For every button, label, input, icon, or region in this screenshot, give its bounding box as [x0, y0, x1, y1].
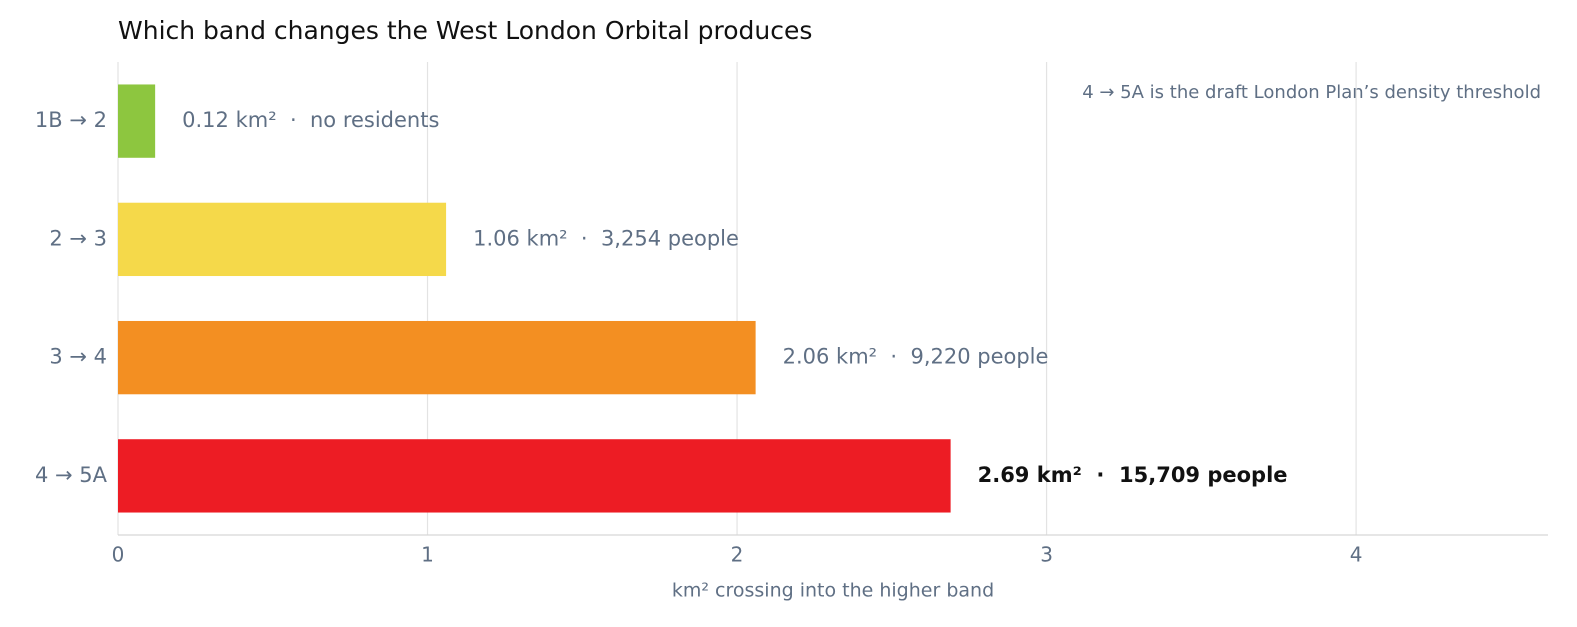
bar: [118, 202, 447, 277]
y-tick-label: 4 → 5A: [35, 463, 108, 487]
value-label: 2.06 km² · 9,220 people: [783, 345, 1049, 369]
x-tick-label: 3: [1040, 543, 1053, 567]
bar: [118, 84, 156, 158]
x-tick-label: 0: [112, 543, 125, 567]
y-tick-label: 3 → 4: [49, 345, 107, 369]
x-tick-label: 1: [421, 543, 434, 567]
annotation: 4 → 5A is the draft London Plan’s densit…: [1082, 82, 1541, 103]
bar: [118, 439, 951, 513]
bar: [118, 320, 756, 395]
chart-title: Which band changes the West London Orbit…: [118, 16, 812, 45]
value-label: 0.12 km² · no residents: [182, 108, 439, 132]
value-label: 2.69 km² · 15,709 people: [978, 463, 1288, 487]
x-tick-label: 4: [1350, 543, 1363, 567]
y-tick-label: 2 → 3: [49, 226, 107, 250]
x-tick-label: 2: [731, 543, 744, 567]
value-label: 1.06 km² · 3,254 people: [473, 226, 739, 250]
x-axis-title: km² crossing into the higher band: [672, 580, 994, 602]
y-tick-label: 1B → 2: [35, 108, 107, 132]
